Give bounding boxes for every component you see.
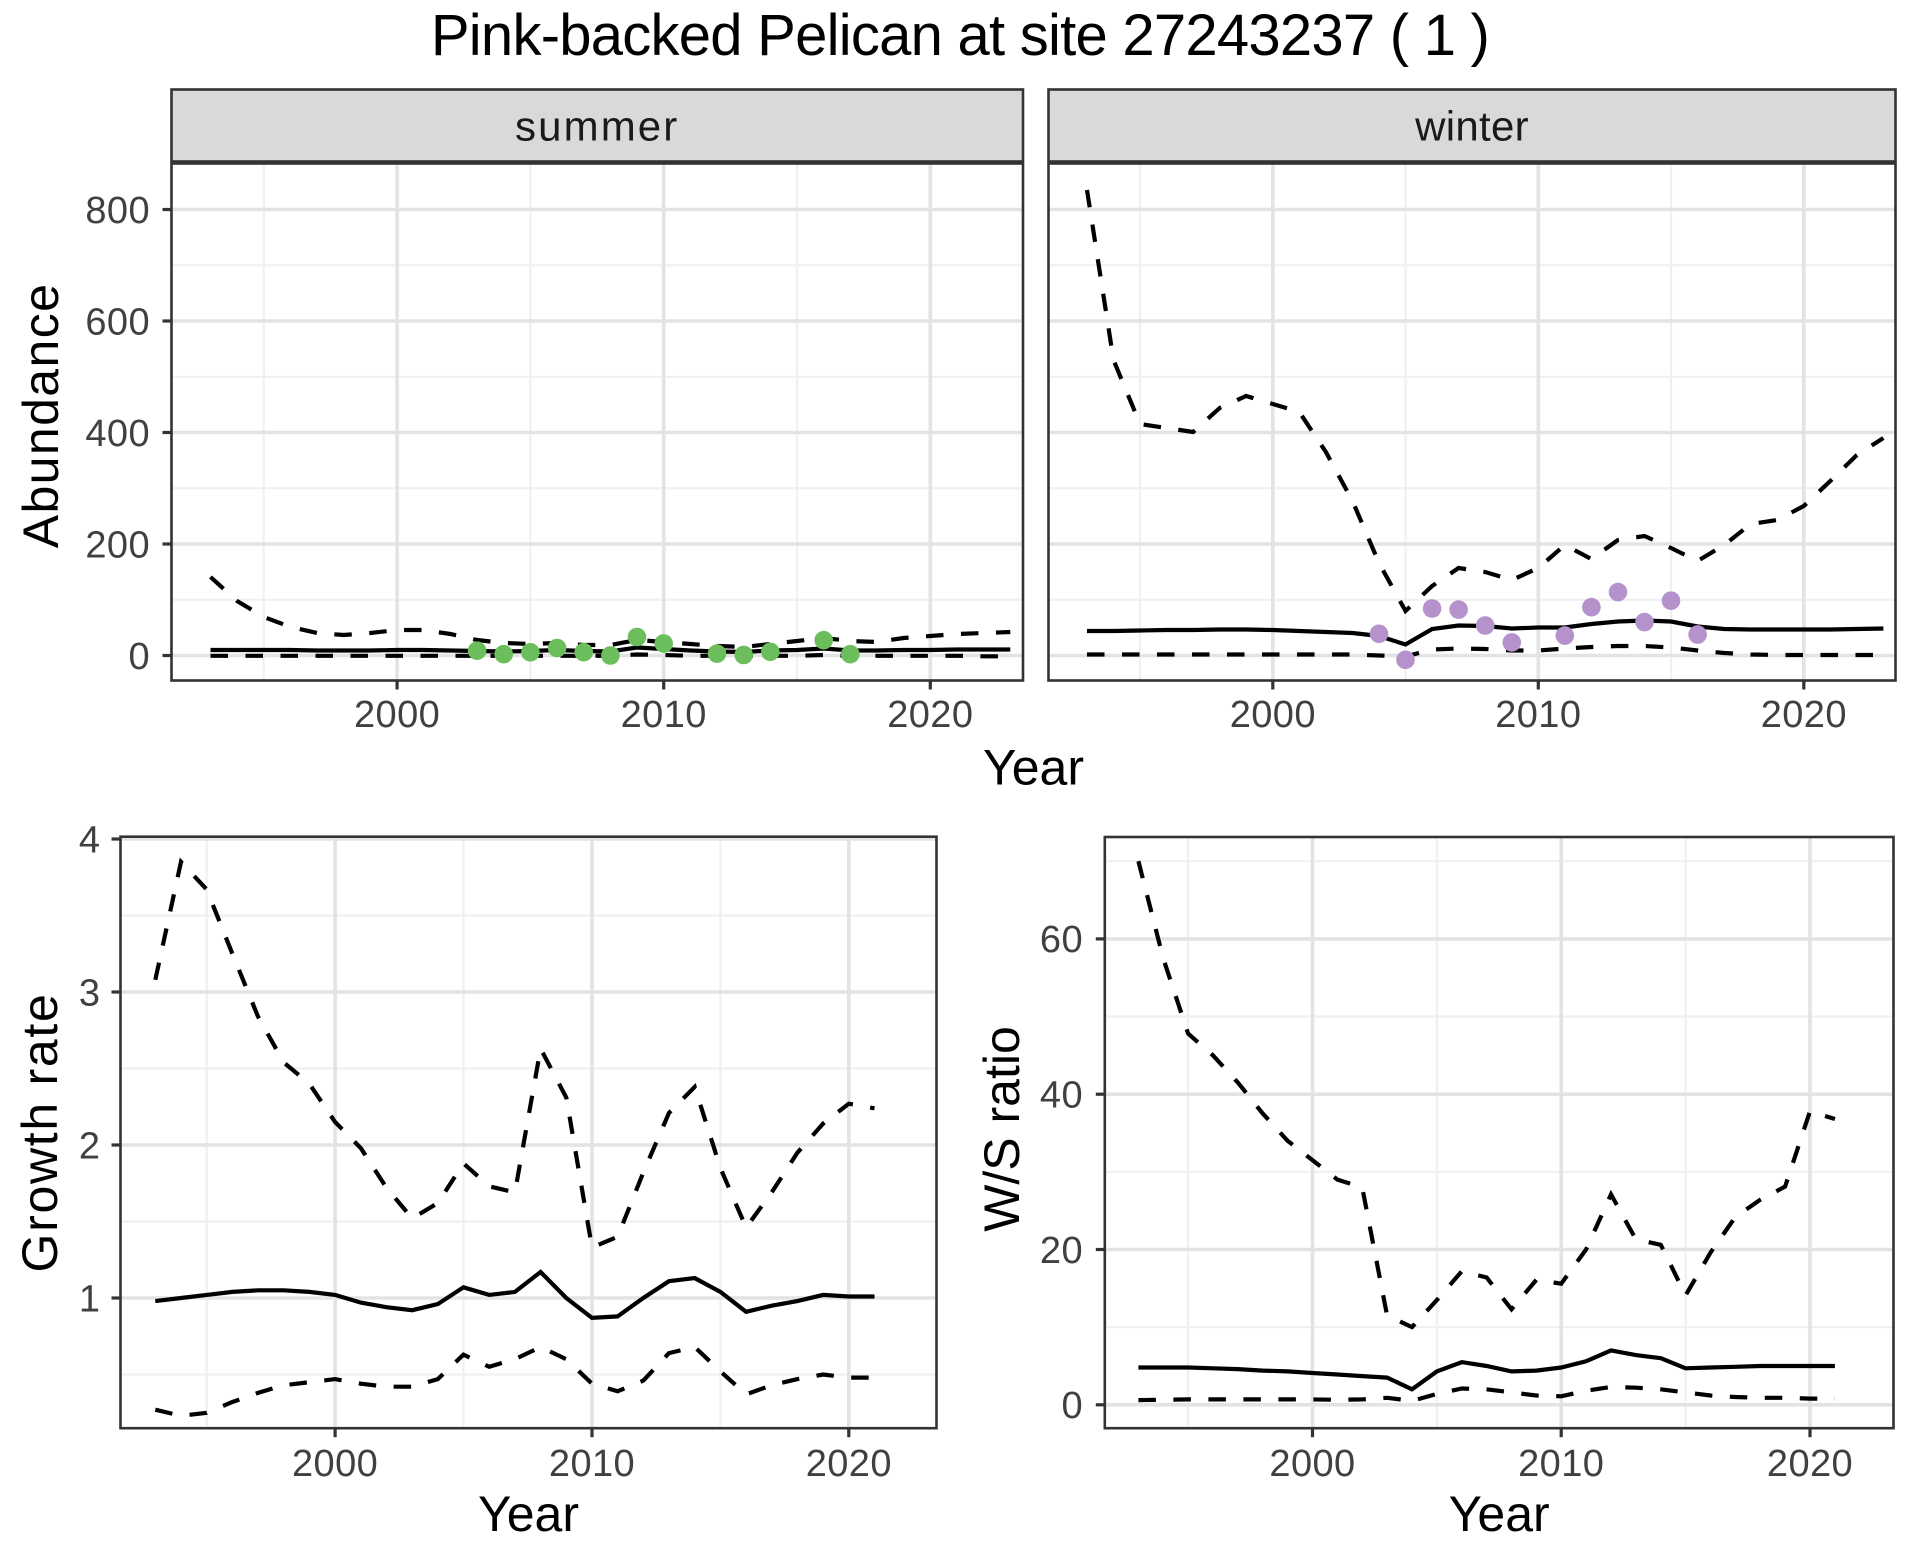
svg-text:2000: 2000	[354, 694, 440, 736]
svg-text:Growth rate: Growth rate	[12, 993, 68, 1273]
svg-text:Abundance: Abundance	[13, 283, 69, 549]
svg-text:1: 1	[79, 1278, 100, 1320]
svg-text:3: 3	[79, 972, 100, 1014]
svg-text:400: 400	[85, 413, 150, 455]
svg-text:2000: 2000	[1269, 1443, 1355, 1485]
svg-text:2010: 2010	[549, 1443, 635, 1485]
svg-text:2020: 2020	[1761, 694, 1847, 736]
svg-text:summer: summer	[515, 102, 679, 149]
svg-text:2010: 2010	[621, 694, 707, 736]
svg-text:200: 200	[85, 524, 150, 566]
svg-text:0: 0	[128, 636, 150, 678]
svg-text:Year: Year	[1449, 1486, 1550, 1542]
svg-text:Year: Year	[983, 740, 1084, 796]
svg-text:Pink-backed Pelican at site 27: Pink-backed Pelican at site 27243237 ( 1…	[431, 3, 1489, 68]
svg-text:600: 600	[85, 301, 150, 343]
svg-text:0: 0	[1061, 1385, 1083, 1427]
svg-text:2020: 2020	[1767, 1443, 1853, 1485]
svg-text:winter: winter	[1414, 102, 1529, 149]
svg-text:20: 20	[1040, 1230, 1083, 1272]
svg-text:2010: 2010	[1495, 694, 1581, 736]
svg-text:4: 4	[79, 819, 100, 861]
svg-text:2020: 2020	[887, 694, 973, 736]
svg-text:40: 40	[1040, 1075, 1083, 1117]
svg-text:Year: Year	[478, 1486, 579, 1542]
svg-text:60: 60	[1040, 919, 1083, 961]
svg-text:2000: 2000	[292, 1443, 378, 1485]
svg-text:2010: 2010	[1518, 1443, 1604, 1485]
svg-text:800: 800	[85, 190, 150, 232]
svg-text:2020: 2020	[806, 1443, 892, 1485]
svg-text:W/S ratio: W/S ratio	[974, 1026, 1030, 1232]
svg-text:2: 2	[79, 1125, 100, 1167]
svg-text:2000: 2000	[1230, 694, 1316, 736]
